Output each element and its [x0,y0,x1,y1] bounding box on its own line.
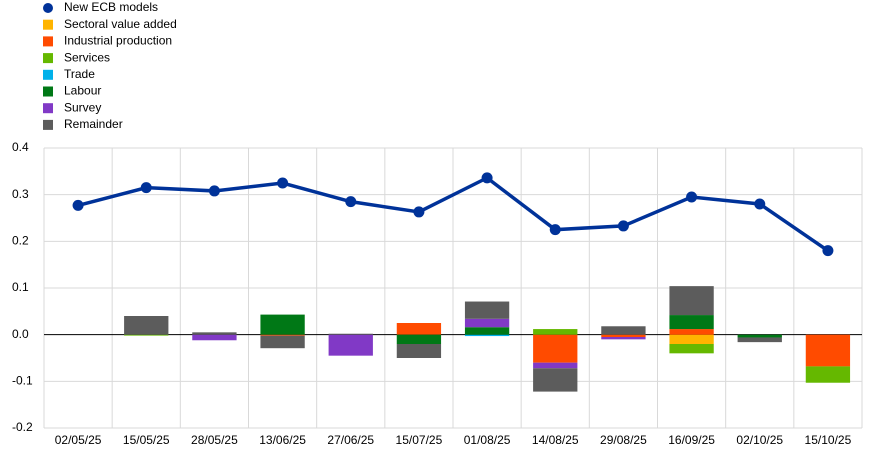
x-tick-label: 15/07/25 [396,433,443,447]
bar [737,334,782,338]
bar [601,337,646,340]
x-tick-label: 14/08/25 [532,433,579,447]
point [345,196,357,208]
legend-marker [43,53,53,64]
legend-marker [43,3,53,13]
bar [260,314,305,335]
legend-label: Trade [64,67,95,81]
bar [260,335,305,349]
legend-marker [43,69,53,80]
y-tick-label: 0.1 [12,280,29,294]
bar [737,337,782,343]
y-tick-label: 0.4 [12,140,29,154]
point [822,245,834,257]
x-tick-label: 15/10/25 [805,433,852,447]
point [754,198,766,210]
legend-label: Sectoral value added [64,17,177,31]
legend-label: Services [64,50,110,64]
legend-label: Labour [64,84,101,98]
bar [601,326,646,335]
point [72,199,84,211]
legend-marker [43,86,53,97]
legend-marker [43,19,53,30]
x-tick-label: 27/06/25 [327,433,374,447]
point [481,172,493,184]
bar [396,334,442,344]
x-tick-label: 15/05/25 [123,433,170,447]
x-tick-label: 13/06/25 [259,433,306,447]
line [77,175,829,253]
bar [805,366,851,383]
bar [396,344,442,358]
bar [464,318,510,328]
legend-label: Industrial production [64,34,172,48]
point [208,185,220,197]
point [686,191,698,203]
legend-marker [43,103,53,114]
x-tick-label: 02/10/25 [736,433,783,447]
bar [464,334,510,337]
bar [669,315,714,330]
bar [192,332,237,335]
bar [601,334,646,337]
bar [533,329,578,335]
y-tick-label: 0.2 [12,234,29,248]
x-tick-label: 29/08/25 [600,433,647,447]
bar [124,316,169,335]
point [617,220,629,232]
y-tick-label: -0.1 [12,374,33,388]
bar [396,323,442,335]
bar [669,334,714,344]
bar [805,334,851,367]
bar [328,333,373,335]
point [413,206,425,218]
y-tick-label: 0.0 [12,327,29,341]
bar [464,327,510,335]
bar [669,329,714,335]
bar [328,334,373,356]
bar [192,334,237,341]
y-tick-label: 0.3 [12,187,29,201]
point [549,224,561,236]
bar [533,362,578,369]
legend-marker [43,119,53,130]
x-tick-label: 16/09/25 [668,433,715,447]
x-tick-label: 01/08/25 [464,433,511,447]
point [140,182,152,194]
bar [669,344,714,354]
bar [464,301,510,319]
point [277,177,289,189]
legend-label: Remainder [64,117,123,131]
bar [669,286,714,316]
bar [124,334,169,336]
legend-label: Survey [64,100,101,114]
legend-label: New ECB models [64,0,158,14]
legend-marker [43,36,53,47]
x-tick-label: 28/05/25 [191,433,238,447]
x-tick-label: 02/05/25 [55,433,102,447]
bar [533,334,578,363]
y-tick-label: -0.2 [12,420,33,434]
bar [260,334,305,336]
bar [533,368,578,392]
